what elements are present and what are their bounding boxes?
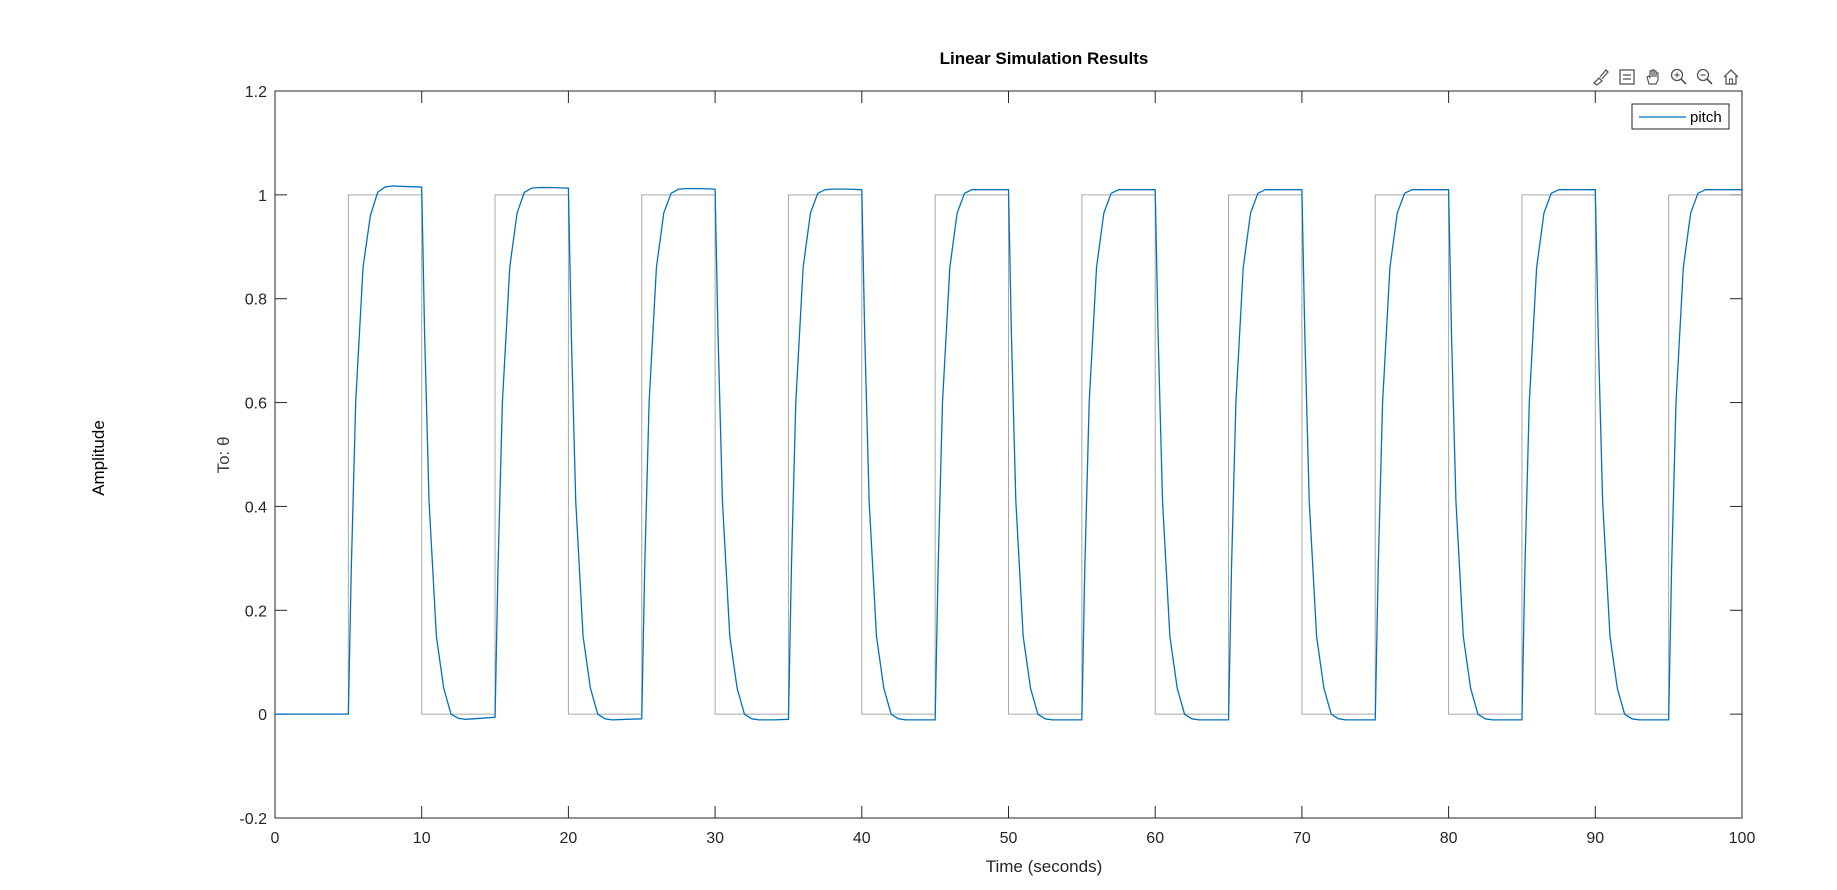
x-tick-label: 0 [271,830,280,847]
x-axis-label: Time (seconds) [986,857,1103,876]
x-tick-label: 60 [1146,830,1164,847]
y-tick-label: 0 [258,707,267,724]
y-tick-label: 0.6 [245,396,267,413]
y-tick-label: 1.2 [245,84,267,101]
x-tick-label: 20 [560,830,578,847]
x-tick-label: 90 [1586,830,1604,847]
outer-ylabel: Amplitude [89,420,108,496]
axes-toolbar [1590,66,1742,88]
y-tick-label: 0.8 [245,292,267,309]
home-icon[interactable] [1720,66,1742,88]
chart-title: Linear Simulation Results [940,49,1149,68]
brush-icon[interactable] [1590,66,1612,88]
x-tick-label: 10 [413,830,431,847]
x-tick-label: 30 [706,830,724,847]
datatip-icon[interactable] [1616,66,1638,88]
series-line-pitch [275,185,1742,721]
x-tick-label: 70 [1293,830,1311,847]
y-tick-label: 0.2 [245,603,267,620]
y-tick-label: -0.2 [239,811,267,828]
x-tick-label: 50 [1000,830,1018,847]
zoom-in-icon[interactable] [1668,66,1690,88]
legend-label-pitch: pitch [1690,109,1722,126]
plot-area[interactable]: 0 10 20 30 40 50 60 70 80 90 100-0.200.20.40.60.81… [239,84,1755,847]
zoom-out-icon[interactable] [1694,66,1716,88]
pan-icon[interactable] [1642,66,1664,88]
legend[interactable]: pitch [1631,103,1730,130]
x-tick-label: 80 [1440,830,1458,847]
y-axis-label: To: θ [214,437,233,474]
x-tick-label: 40 [853,830,871,847]
y-tick-label: 0.4 [245,499,267,516]
x-tick-label: 100 [1729,830,1756,847]
input-signal-line [275,194,1742,715]
y-tick-label: 1 [258,188,267,205]
